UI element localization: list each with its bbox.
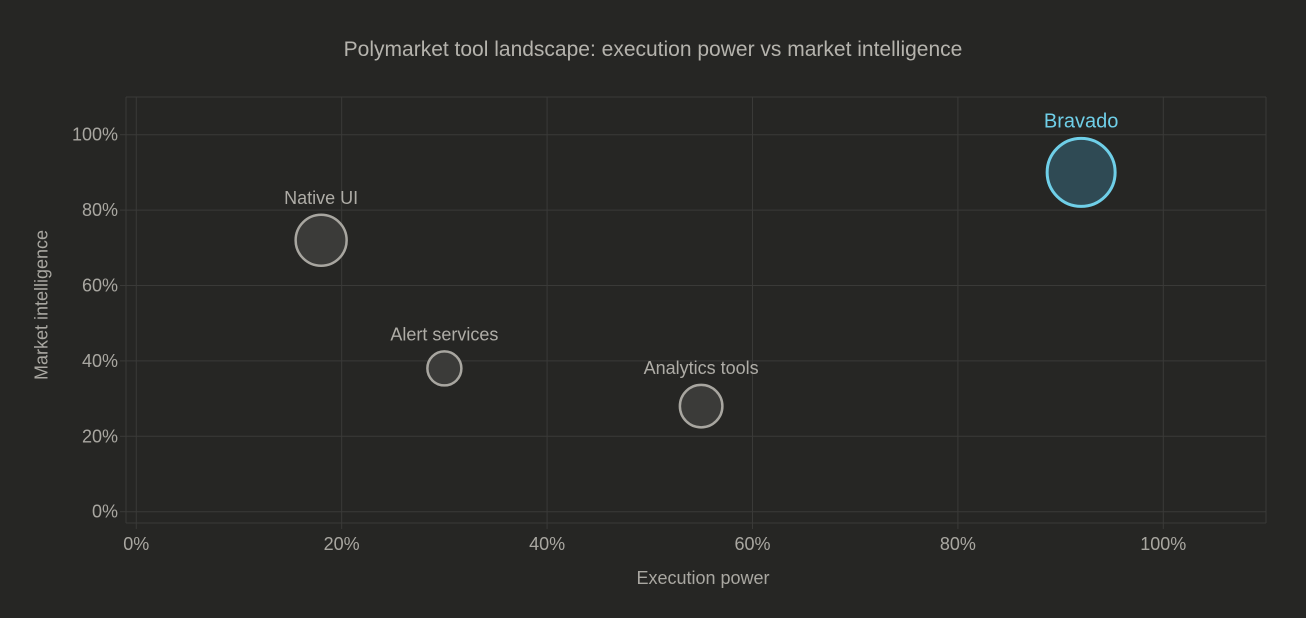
y-tick-label: 60% bbox=[82, 275, 118, 295]
x-axis-title: Execution power bbox=[636, 568, 770, 588]
x-tick-label: 40% bbox=[529, 534, 565, 554]
chart-title: Polymarket tool landscape: execution pow… bbox=[343, 38, 963, 61]
bubble-label: Bravado bbox=[1044, 110, 1119, 132]
bubble bbox=[426, 350, 463, 387]
y-tick-label: 100% bbox=[72, 125, 118, 145]
y-axis-title: Market intelligence bbox=[31, 229, 52, 381]
y-tick-label: 20% bbox=[82, 426, 118, 446]
x-tick-label: 80% bbox=[940, 534, 976, 554]
bubble-highlight bbox=[1045, 136, 1117, 208]
bubble-label: Native UI bbox=[284, 188, 358, 208]
x-tick-label: 100% bbox=[1140, 534, 1186, 554]
bubble-label: Analytics tools bbox=[644, 358, 759, 378]
y-tick-label: 80% bbox=[82, 200, 118, 220]
y-tick-label: 40% bbox=[82, 351, 118, 371]
x-tick-label: 20% bbox=[324, 534, 360, 554]
y-tick-label: 0% bbox=[92, 502, 118, 522]
x-tick-label: 60% bbox=[734, 534, 770, 554]
bubble-label: Alert services bbox=[390, 324, 498, 344]
bubble bbox=[678, 383, 724, 429]
x-tick-label: 0% bbox=[123, 534, 149, 554]
bubble bbox=[294, 213, 348, 268]
